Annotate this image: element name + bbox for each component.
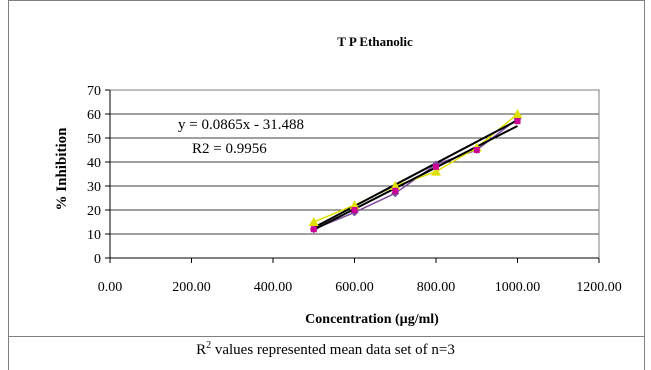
x-tick-label: 1200.00 [576,280,622,295]
caption-r: R [196,342,207,358]
y-tick-label: 60 [87,108,101,123]
figure-caption: R2 values represented mean data set of n… [0,340,651,359]
x-axis-label: Concentration (µg/ml) [305,312,439,327]
data-point [433,163,439,170]
trendline-equation: y = 0.0865x - 31.488 [178,117,304,133]
series-line [313,113,518,223]
x-tick-label: 800.00 [417,280,456,295]
data-point [392,187,399,194]
trendline [313,119,518,229]
x-tick-label: 400.00 [254,280,293,295]
data-point [310,226,317,233]
chart-title: T P Ethanolic [337,34,413,49]
data-point [390,181,401,190]
y-tick-label: 50 [87,132,101,147]
data-point [514,118,521,125]
y-tick-label: 0 [94,252,101,267]
y-tick-label: 20 [87,204,101,219]
y-tick-label: 10 [87,228,101,243]
data-point [349,200,360,210]
y-tick-label: 40 [87,156,101,171]
x-tick-label: 600.00 [335,280,374,295]
x-tick-label: 200.00 [172,280,211,295]
data-point [351,207,358,213]
figure-frame [8,0,645,370]
chart-area-border [8,0,644,337]
r-squared-label: R2 = 0.9956 [192,141,267,157]
y-tick-label: 70 [87,84,101,99]
data-point [512,109,523,118]
data-point [473,147,480,153]
data-point [431,166,441,176]
caption-text: values represented mean data set of n=3 [211,342,455,358]
y-axis-label: % Inhibition [54,127,70,211]
x-tick-label: 1000.00 [495,280,541,295]
x-tick-label: 0.00 [98,280,123,295]
trendline [313,125,518,231]
caption-superscript: 2 [206,340,212,351]
data-point [308,217,319,226]
plot-area [109,89,600,259]
y-tick-label: 30 [87,180,101,195]
